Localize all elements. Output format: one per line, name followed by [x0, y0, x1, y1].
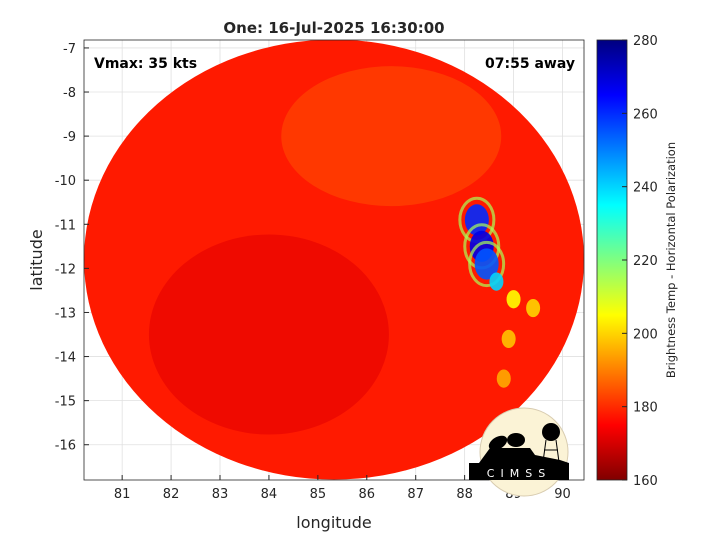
colorbar-ticks: 160 180 200 220 240 260 280	[622, 34, 658, 489]
x-tick-label: 88	[456, 487, 473, 502]
feature-4	[506, 290, 521, 309]
x-tick-label: 83	[212, 487, 229, 502]
y-tick-label: -16	[55, 439, 76, 454]
y-tick-label: -12	[55, 262, 76, 277]
plot-frame	[83, 39, 585, 481]
colorbar-tick-label: 240	[633, 181, 658, 196]
swath-cold-region	[148, 234, 389, 435]
x-tick-label: 90	[554, 487, 571, 502]
y-tick-label: -10	[55, 174, 76, 189]
y-ticks: -7 -8 -9 -10 -11 -12 -13 -14 -15 -16	[55, 42, 89, 454]
x-tick-label: 84	[261, 487, 278, 502]
cimss-logo: CIMSS	[469, 407, 569, 497]
logo-text: CIMSS	[487, 467, 551, 480]
colorbar-label: Brightness Temp - Horizontal Polarizatio…	[664, 142, 678, 378]
feature-7	[496, 369, 511, 388]
colorbar-tick-label: 200	[633, 327, 658, 342]
colorbar-tick-label: 220	[633, 254, 658, 269]
y-tick-label: -14	[55, 351, 76, 366]
feature-3	[489, 272, 504, 291]
feature-halo-2	[468, 240, 506, 288]
x-tick-label: 85	[310, 487, 327, 502]
x-tick-label: 82	[163, 487, 180, 502]
feature-6	[501, 329, 516, 349]
chart-title: One: 16-Jul-2025 16:30:00	[223, 19, 444, 37]
swath-warm-region	[281, 66, 502, 207]
y-tick-label: -8	[63, 86, 76, 101]
swath	[84, 40, 584, 480]
colorbar-tick-label: 180	[633, 401, 658, 416]
y-tick-label: -15	[55, 395, 76, 410]
x-axis-label: longitude	[296, 513, 371, 532]
vmax-annotation: Vmax: 35 kts	[94, 56, 197, 72]
colorbar-tick-label: 160	[633, 474, 658, 489]
colorbar-tick-label: 260	[633, 107, 658, 122]
y-tick-label: -13	[55, 306, 76, 321]
x-ticks: 81828384858687888990	[114, 475, 571, 502]
y-tick-label: -9	[63, 130, 76, 145]
y-tick-label: -11	[55, 218, 76, 233]
feature-2	[474, 248, 499, 280]
x-tick-label: 87	[407, 487, 424, 502]
feature-5	[526, 298, 541, 318]
time-away-annotation: 07:55 away	[485, 56, 575, 72]
x-tick-label: 81	[114, 487, 131, 502]
y-tick-label: -7	[63, 42, 76, 57]
colorbar-tick-label: 280	[633, 34, 658, 49]
y-axis-label: latitude	[27, 229, 46, 290]
x-tick-label: 86	[359, 487, 376, 502]
